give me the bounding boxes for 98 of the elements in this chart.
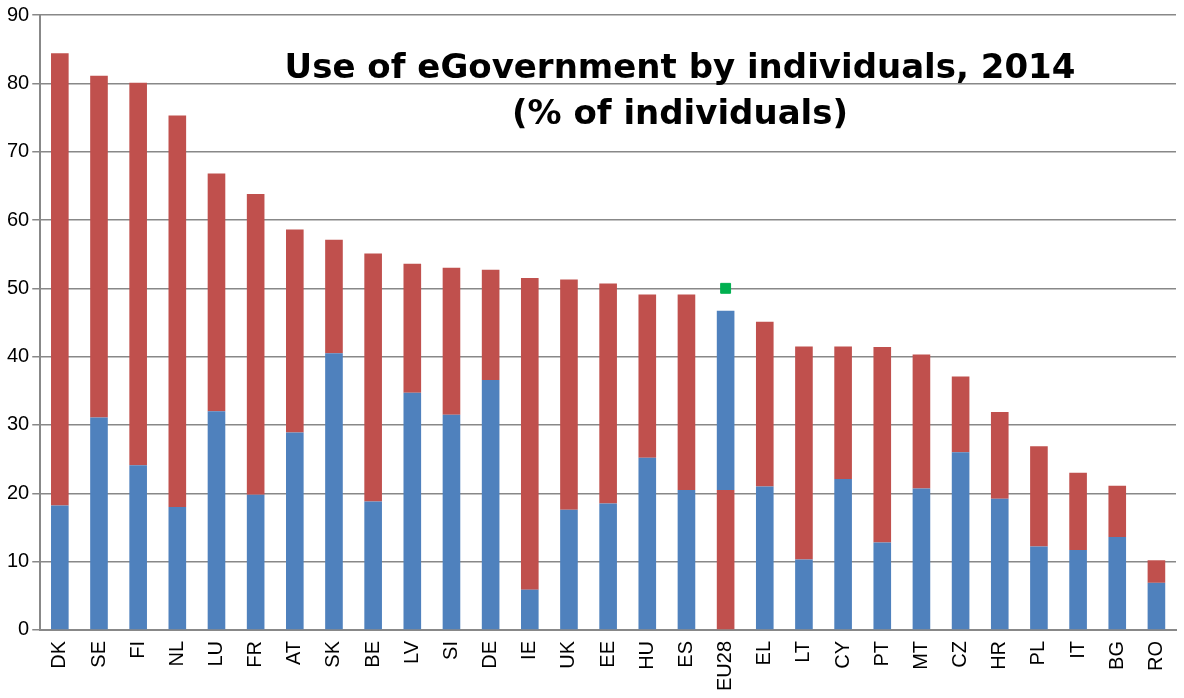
- x-tick-label: FR: [243, 640, 266, 668]
- y-tick-label: 20: [7, 480, 30, 503]
- x-tick-label: LU: [204, 640, 226, 667]
- bar: [795, 346, 813, 560]
- x-tick-label: IT: [1065, 640, 1088, 659]
- x-tick-label: DE: [478, 640, 501, 669]
- bar: [520, 278, 539, 590]
- x-tick-label: LT: [791, 640, 814, 663]
- x-tick-label: HR: [987, 640, 1010, 670]
- x-tick-label: EU28: [713, 640, 736, 691]
- y-tick-label: 80: [7, 70, 30, 93]
- bar: [1108, 537, 1127, 630]
- x-tick-label: BE: [360, 640, 383, 668]
- bar: [951, 376, 970, 453]
- bar: [638, 294, 657, 458]
- bar: [1030, 446, 1048, 547]
- bar: [560, 509, 578, 630]
- bar: [716, 489, 735, 630]
- x-tick-label: ES: [673, 640, 696, 668]
- bar: [325, 353, 343, 630]
- bar: [442, 267, 461, 415]
- bar: [951, 452, 970, 630]
- bar: [403, 263, 422, 393]
- bar: [1108, 485, 1127, 538]
- x-tick-label: MT: [908, 640, 931, 670]
- x-tick-label: DK: [47, 640, 70, 669]
- bar: [207, 411, 226, 630]
- x-tick-label: IE: [517, 640, 540, 660]
- x-tick-label: UK: [556, 640, 579, 669]
- bar: [1147, 582, 1166, 630]
- x-tick-label: NL: [164, 640, 187, 667]
- bar: [873, 542, 892, 630]
- y-tick-label: 60: [7, 207, 30, 230]
- bar: [51, 505, 69, 630]
- bar: [364, 253, 382, 502]
- x-tick-label: SK: [321, 640, 344, 668]
- bar: [246, 494, 265, 630]
- bar: [90, 417, 108, 630]
- bar: [129, 82, 147, 466]
- bar: [442, 414, 461, 630]
- bar: [1069, 550, 1087, 630]
- x-tick-label: HU: [634, 640, 657, 670]
- x-tick-label: FI: [125, 640, 148, 659]
- y-tick-label: 40: [7, 344, 30, 367]
- bar: [364, 501, 382, 630]
- y-tick-label: 30: [7, 412, 30, 435]
- bar: [481, 269, 500, 380]
- x-tick-label: PL: [1026, 640, 1049, 666]
- bar: [286, 229, 304, 433]
- y-tick-label: 70: [7, 139, 30, 162]
- y-tick-label: 50: [7, 275, 30, 298]
- bar: [1030, 546, 1048, 630]
- x-tick-label: PT: [869, 640, 892, 667]
- bar: [912, 488, 931, 630]
- bar: [755, 321, 774, 487]
- bar: [990, 498, 1009, 630]
- text: Use of eGovernment by individuals, 2014 (% of individuals): [283, 45, 1077, 134]
- bar: [520, 589, 539, 630]
- bar: [246, 194, 265, 495]
- y-tick-label: 90: [7, 2, 30, 25]
- y-tick-label: 0: [18, 617, 30, 640]
- bar: [599, 503, 617, 630]
- x-tick-label: LV: [399, 640, 422, 664]
- x-tick-label: CY: [830, 640, 853, 669]
- x-tick-label: SE: [86, 640, 109, 668]
- bar: [834, 346, 852, 479]
- bar: [755, 486, 774, 630]
- bar: [51, 53, 69, 506]
- bar: [716, 310, 735, 490]
- bar: [90, 75, 108, 418]
- bar: [560, 279, 578, 510]
- bar: [677, 294, 696, 490]
- bar: [1147, 560, 1166, 583]
- x-tick-label: EE: [595, 640, 618, 668]
- bar: [677, 489, 696, 630]
- x-tick-label: SI: [438, 640, 461, 660]
- bar: [403, 392, 422, 630]
- x-tick-label: EL: [752, 640, 775, 666]
- bar: [325, 239, 343, 354]
- bar: [168, 115, 187, 507]
- bar: [873, 347, 892, 543]
- bar: [912, 354, 931, 489]
- bar: [795, 559, 813, 630]
- bar: [168, 506, 187, 630]
- x-tick-label: RO: [1143, 640, 1166, 671]
- bar: [638, 457, 657, 630]
- bar: [481, 379, 500, 630]
- y-tick-label: 10: [7, 549, 30, 572]
- bar: [990, 412, 1009, 499]
- bar: [286, 432, 304, 630]
- x-tick-label: BG: [1104, 640, 1127, 670]
- bar: [1069, 472, 1087, 551]
- bar: [129, 465, 147, 630]
- x-tick-label: AT: [282, 640, 305, 666]
- x-tick-label: CZ: [948, 640, 971, 668]
- bar: [834, 478, 852, 630]
- bar: [599, 283, 617, 504]
- bar: [207, 173, 226, 412]
